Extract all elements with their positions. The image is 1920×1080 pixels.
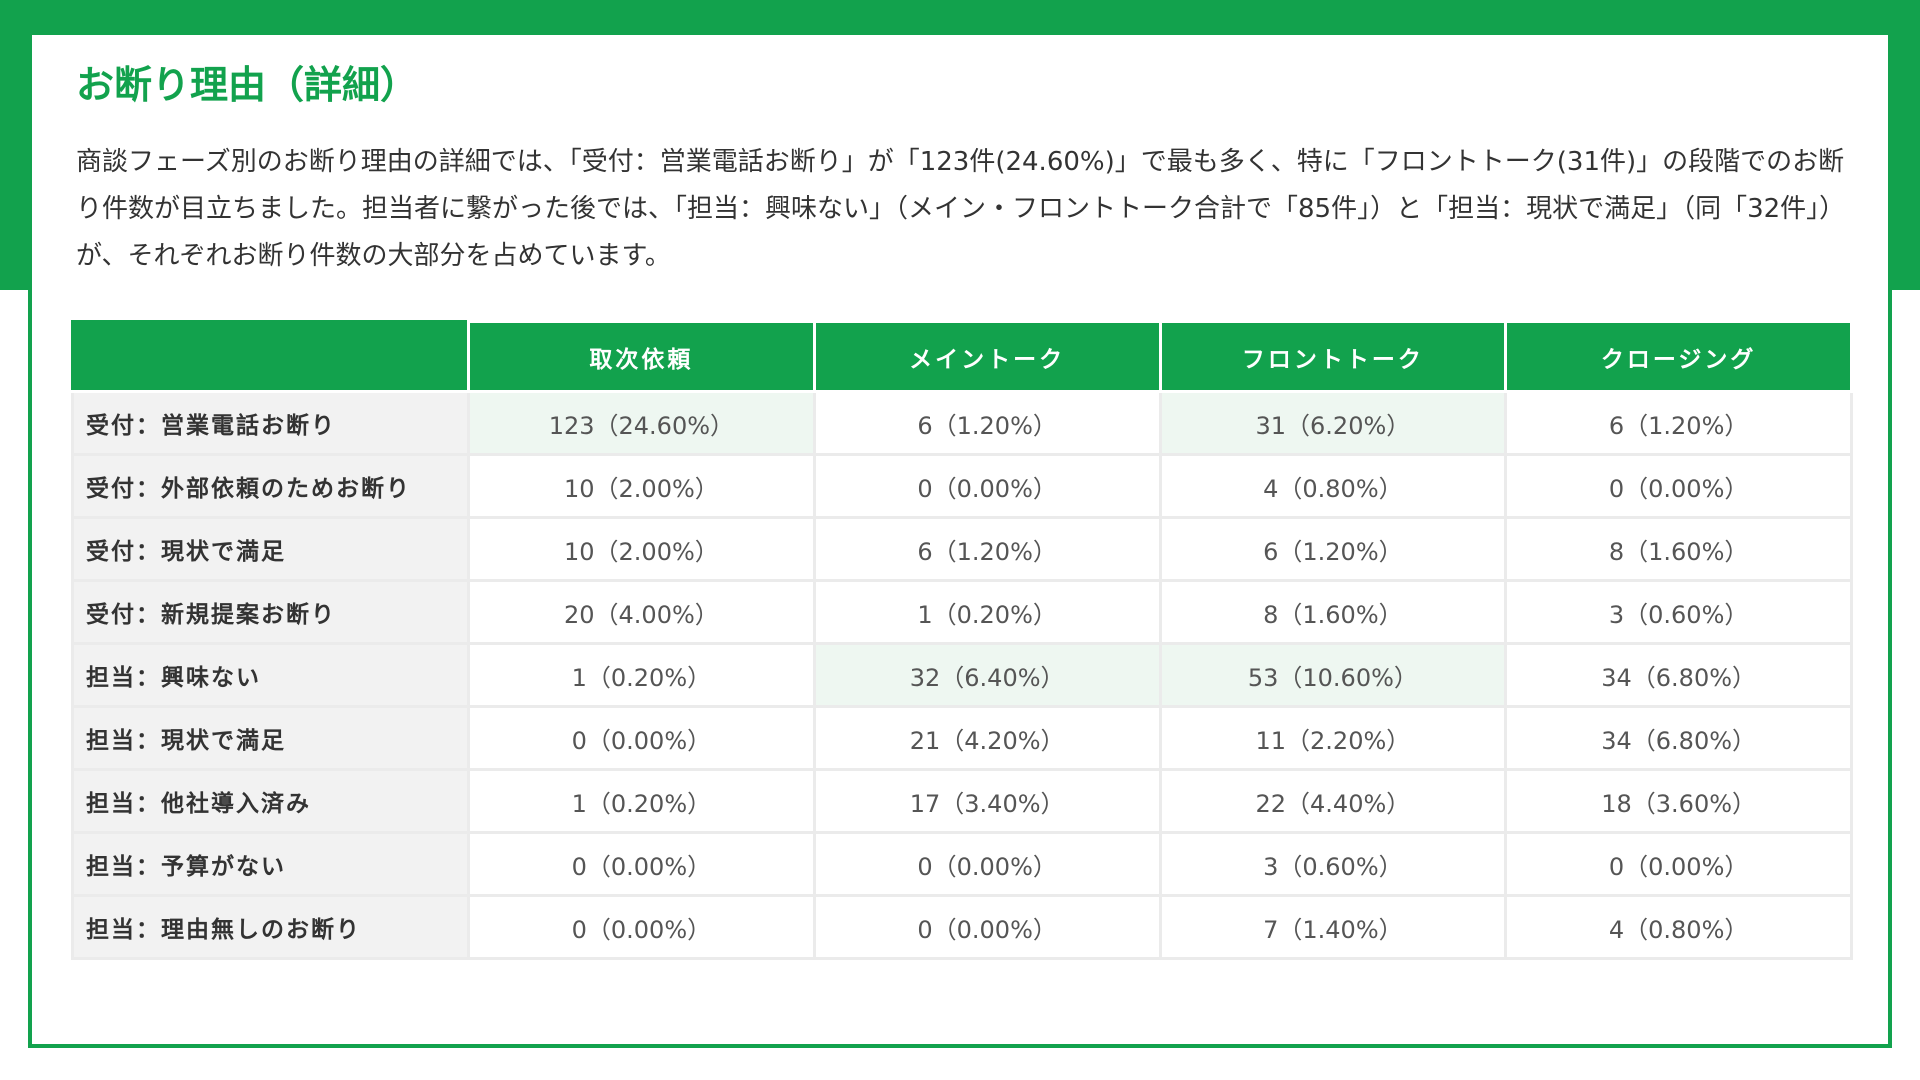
table-row: 担当：理由無しのお断り 0（0.00%） 0（0.00%） 7（1.40%） 4… (71, 894, 1853, 960)
table-row: 担当：他社導入済み 1（0.20%） 17（3.40%） 22（4.40%） 1… (71, 768, 1853, 834)
table-cell: 22（4.40%） (1158, 768, 1508, 834)
table-cell: 0（0.00%） (1504, 831, 1853, 897)
table-cell: 11（2.20%） (1158, 705, 1508, 771)
table-cell: 10（2.00%） (467, 516, 816, 582)
description-text: 商談フェーズ別のお断り理由の詳細では、「受付：営業電話お断り」が「123件(24… (76, 147, 1846, 271)
table-cell: 4（0.80%） (1504, 894, 1853, 960)
row-header: 担当：他社導入済み (71, 768, 470, 834)
table-cell: 1（0.20%） (467, 642, 816, 708)
table-cell: 3（0.60%） (1158, 831, 1508, 897)
row-header: 担当：予算がない (71, 831, 470, 897)
table-corner-cell (71, 320, 470, 393)
refusal-reasons-table: 取次依頼 メイントーク フロントトーク クロージング 受付：営業電話お断り 12… (71, 320, 1853, 960)
table-row: 受付：営業電話お断り 123（24.60%） 6（1.20%） 31（6.20%… (71, 390, 1853, 456)
table-cell: 4（0.80%） (1158, 453, 1508, 519)
table-cell: 31（6.20%） (1158, 390, 1508, 456)
table-cell: 0（0.00%） (467, 831, 816, 897)
table-cell: 0（0.00%） (467, 705, 816, 771)
table-cell: 7（1.40%） (1158, 894, 1508, 960)
table-cell: 34（6.80%） (1504, 642, 1853, 708)
column-header-front-talk: フロントトーク (1158, 320, 1508, 393)
table-cell: 32（6.40%） (812, 642, 1162, 708)
table-cell: 8（1.60%） (1158, 579, 1508, 645)
table-cell: 0（0.00%） (1504, 453, 1853, 519)
table-row: 担当：予算がない 0（0.00%） 0（0.00%） 3（0.60%） 0（0.… (71, 831, 1853, 897)
table-row: 担当：現状で満足 0（0.00%） 21（4.20%） 11（2.20%） 34… (71, 705, 1853, 771)
table-cell: 123（24.60%） (467, 390, 816, 456)
table-cell: 1（0.20%） (467, 768, 816, 834)
table-cell: 0（0.00%） (467, 894, 816, 960)
table-cell: 6（1.20%） (812, 390, 1162, 456)
page-title: お断り理由（詳細） (76, 63, 419, 107)
column-header-closing: クロージング (1504, 320, 1853, 393)
table-cell: 18（3.60%） (1504, 768, 1853, 834)
column-header-main-talk: メイントーク (812, 320, 1162, 393)
table-cell: 20（4.00%） (467, 579, 816, 645)
table-cell: 0（0.00%） (812, 894, 1162, 960)
table-cell: 3（0.60%） (1504, 579, 1853, 645)
row-header: 担当：理由無しのお断り (71, 894, 470, 960)
table-cell: 0（0.00%） (812, 831, 1162, 897)
column-header-torituki: 取次依頼 (467, 320, 816, 393)
table-cell: 6（1.20%） (1504, 390, 1853, 456)
table-row: 受付：新規提案お断り 20（4.00%） 1（0.20%） 8（1.60%） 3… (71, 579, 1853, 645)
table-cell: 53（10.60%） (1158, 642, 1508, 708)
table-cell: 6（1.20%） (1158, 516, 1508, 582)
table-cell: 0（0.00%） (812, 453, 1162, 519)
table-row: 担当：興味ない 1（0.20%） 32（6.40%） 53（10.60%） 34… (71, 642, 1853, 708)
row-header: 受付：新規提案お断り (71, 579, 470, 645)
row-header: 受付：外部依頼のためお断り (71, 453, 470, 519)
table-cell: 1（0.20%） (812, 579, 1162, 645)
content-card: お断り理由（詳細） 商談フェーズ別のお断り理由の詳細では、「受付：営業電話お断り… (28, 31, 1892, 1048)
row-header: 担当：興味ない (71, 642, 470, 708)
table-cell: 17（3.40%） (812, 768, 1162, 834)
row-header: 受付：現状で満足 (71, 516, 470, 582)
table-cell: 21（4.20%） (812, 705, 1162, 771)
table-row: 受付：現状で満足 10（2.00%） 6（1.20%） 6（1.20%） 8（1… (71, 516, 1853, 582)
row-header: 受付：営業電話お断り (71, 390, 470, 456)
table-cell: 10（2.00%） (467, 453, 816, 519)
table-cell: 8（1.60%） (1504, 516, 1853, 582)
table-row: 受付：外部依頼のためお断り 10（2.00%） 0（0.00%） 4（0.80%… (71, 453, 1853, 519)
row-header: 担当：現状で満足 (71, 705, 470, 771)
table-header-row: 取次依頼 メイントーク フロントトーク クロージング (71, 320, 1853, 393)
table-cell: 6（1.20%） (812, 516, 1162, 582)
table-cell: 34（6.80%） (1504, 705, 1853, 771)
